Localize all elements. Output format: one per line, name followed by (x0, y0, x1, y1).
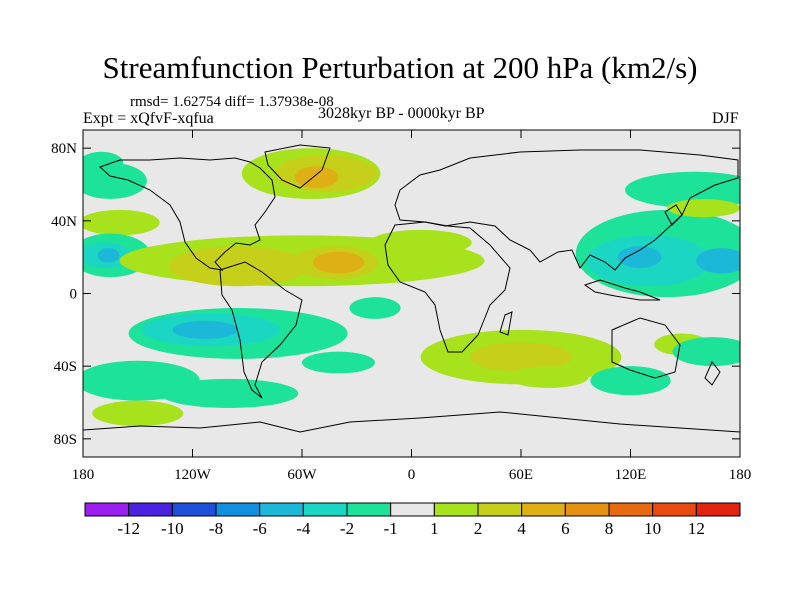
colorbar-label-12: 10 (644, 519, 661, 538)
colorbar-label-10: 6 (561, 519, 570, 538)
anomaly-region-18 (92, 400, 184, 427)
colorbar-label-3: -6 (253, 519, 267, 538)
colorbar-swatch-5 (302, 502, 348, 517)
x-tick-label-4: 60E (509, 467, 533, 483)
y-tick-label-3: 40S (54, 359, 77, 375)
colorbar-label-0: -12 (117, 519, 140, 538)
colorbar-label-4: -4 (296, 519, 311, 538)
anomaly-region-19 (159, 378, 299, 408)
x-tick-label-0: 180 (72, 467, 95, 483)
x-tick-label-1: 120W (174, 467, 212, 483)
x-tick-label-2: 60W (287, 467, 317, 483)
colorbar-label-6: -1 (384, 519, 398, 538)
colorbar-label-7: 1 (430, 519, 439, 538)
y-tick-label-2: 0 (70, 287, 78, 303)
anomaly-region-23 (508, 366, 589, 388)
chart-title: Streamfunction Perturbation at 200 hPa (… (102, 50, 698, 85)
anomaly-region-31 (625, 171, 740, 209)
anomaly-region-32 (667, 199, 740, 218)
colorbar-swatch-10 (521, 502, 566, 517)
anomaly-region-2 (294, 166, 339, 189)
y-tick-label-4: 80S (54, 432, 77, 448)
coastline-antarctica (83, 411, 740, 433)
colorbar-label-8: 2 (474, 519, 483, 538)
colorbar-swatch-1 (128, 502, 173, 517)
rmsd-stats: rmsd= 1.62754 diff= 1.37938e-08 (130, 94, 334, 110)
coastline-africa (384, 221, 511, 353)
colorbar: -12 -10 -8 -6 -4 -2 -1 1 2 4 6 8 10 12 (84, 502, 741, 538)
anomaly-region-11 (312, 251, 365, 274)
anomaly-region-22 (469, 342, 573, 372)
colorbar-swatch-13 (652, 502, 697, 517)
y-axis: 80N 40N 0 40S 80S (51, 141, 740, 448)
colorbar-swatch-7 (390, 502, 435, 517)
colorbar-label-1: -10 (161, 519, 184, 538)
colorbar-swatch-11 (564, 502, 610, 517)
anomaly-region-20 (302, 351, 375, 374)
coastline-new-zealand (704, 361, 721, 386)
anomaly-region-24 (590, 366, 671, 396)
anomaly-region-26 (672, 337, 740, 367)
coastline-south-america (219, 261, 303, 399)
colorbar-swatch-8 (433, 502, 479, 517)
season-label: DJF (712, 110, 739, 127)
experiment-label: Expt = xQfvF-xqfua (83, 110, 214, 127)
coastlines (83, 144, 740, 433)
coastline-greenland (264, 144, 331, 189)
colorbar-swatch-3 (215, 502, 261, 517)
x-tick-label-5: 120E (615, 467, 647, 483)
anomaly-region-33 (83, 151, 124, 174)
coastline-north-america (99, 157, 276, 271)
x-axis: 180 120W 60W 0 60E 120E 180 (72, 130, 752, 483)
period-label: 3028kyr BP - 0000kyr BP (318, 105, 485, 122)
coastline-australia (611, 317, 681, 379)
y-tick-label-0: 80N (51, 141, 77, 157)
anomaly-region-7 (97, 248, 120, 263)
colorbar-label-13: 12 (688, 519, 705, 538)
colorbar-label-5: -2 (340, 519, 354, 538)
colorbar-label-2: -8 (209, 519, 223, 538)
colorbar-swatch-4 (259, 502, 304, 517)
colorbar-swatch-12 (608, 502, 654, 517)
anomaly-region-15 (172, 320, 239, 339)
anomaly-region-30 (696, 248, 740, 274)
coastline-maritime-continent (583, 279, 661, 301)
anomaly-layer (83, 148, 740, 427)
x-tick-label-3: 0 (408, 467, 416, 483)
colorbar-swatch-2 (171, 502, 217, 517)
colorbar-label-11: 8 (605, 519, 614, 538)
x-tick-label-6: 180 (729, 467, 752, 483)
colorbar-swatch-9 (477, 502, 523, 517)
colorbar-swatch-6 (346, 502, 392, 517)
anomaly-region-12 (369, 229, 472, 256)
anomaly-region-16 (349, 297, 401, 319)
coastline-madagascar (499, 311, 513, 336)
anomaly-region-29 (617, 246, 662, 269)
anomaly-region-9 (168, 246, 308, 287)
colorbar-swatch-0 (84, 502, 130, 517)
coastline-eurasia (394, 149, 739, 271)
colorbar-label-9: 4 (517, 519, 526, 538)
y-tick-label-1: 40N (51, 214, 77, 230)
colorbar-swatch-14 (695, 502, 741, 517)
anomaly-region-4 (83, 209, 160, 236)
coastline-japan (664, 204, 683, 226)
